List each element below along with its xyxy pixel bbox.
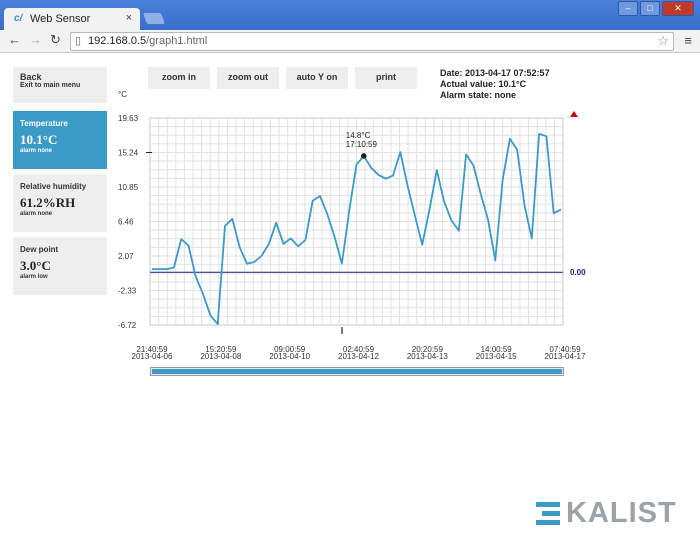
- tab-close-icon[interactable]: ×: [125, 12, 132, 24]
- sensor-name: Temperature: [20, 119, 68, 128]
- sensor-value: 61.2%RH: [20, 195, 76, 210]
- back-button[interactable]: Back Exit to main menu: [13, 67, 107, 103]
- x-tick-time: 07:40:59: [549, 345, 581, 354]
- x-tick-date: 2013-04-06: [132, 352, 173, 361]
- back-sublabel: Exit to main menu: [20, 82, 81, 89]
- y-tick-label: 19.63: [118, 114, 139, 123]
- x-tick-time: 21:40:59: [136, 345, 168, 354]
- url-host: 192.168.0.5: [88, 35, 147, 47]
- threshold-label: 0.00: [570, 268, 586, 277]
- window-controls: – □ ✕: [618, 1, 694, 16]
- x-tick-date: 2013-04-15: [476, 352, 517, 361]
- status-alarm-state: Alarm state: none: [440, 90, 517, 100]
- x-tick-time: 14:00:59: [481, 345, 513, 354]
- sensor-value: 10.1°C: [20, 132, 58, 147]
- back-arrow-icon[interactable]: ←: [8, 32, 21, 47]
- chart-scrollbar[interactable]: [150, 367, 564, 376]
- status-date: Date: 2013-04-17 07:52:57: [440, 68, 550, 78]
- x-tick-date: 2013-04-08: [200, 352, 241, 361]
- logo-mark-icon: [536, 502, 560, 525]
- alarm-limit-marker-icon: [570, 111, 578, 117]
- x-tick-date: 2013-04-12: [338, 352, 379, 361]
- browser-titlebar: c/ Web Sensor × – □ ✕: [0, 0, 700, 30]
- sensor-dew-point[interactable]: Dew point 3.0°C alarm low: [13, 237, 107, 295]
- x-tick-time: 02:40:59: [343, 345, 375, 354]
- x-tick-time: 20:20:59: [412, 345, 444, 354]
- plot-area: [149, 117, 564, 326]
- sensor-name: Relative humidity: [20, 182, 87, 191]
- page-icon: ▯: [75, 35, 82, 47]
- y-tick-label: 15.24: [118, 149, 139, 158]
- forward-arrow-icon[interactable]: →: [29, 32, 42, 47]
- marker-time-label: 17:10:59: [346, 140, 378, 149]
- sensor-relative-humidity[interactable]: Relative humidity 61.2%RH alarm none: [13, 174, 107, 232]
- sensor-temperature[interactable]: Temperature 10.1°C alarm none: [13, 111, 107, 169]
- x-tick-date: 2013-04-17: [545, 352, 586, 361]
- browser-toolbar: ← → ↻ ▯ 192.168.0.5/graph1.html ☆ ≡: [0, 30, 700, 53]
- close-window-icon[interactable]: ✕: [662, 1, 694, 16]
- x-tick-time: 09:00:59: [274, 345, 306, 354]
- address-bar[interactable]: ▯ 192.168.0.5/graph1.html ☆: [70, 32, 674, 51]
- x-tick-date: 2013-04-13: [407, 352, 448, 361]
- print-button[interactable]: print: [355, 67, 417, 89]
- back-label: Back: [20, 72, 42, 82]
- bookmark-star-icon[interactable]: ☆: [657, 33, 669, 48]
- status-actual-value: Actual value: 10.1°C: [440, 79, 527, 89]
- y-tick-label: 6.46: [118, 218, 134, 227]
- y-tick-label: 10.85: [118, 183, 139, 192]
- sensor-alarm: alarm none: [20, 211, 53, 217]
- temperature-series-line: [152, 132, 562, 326]
- x-tick-date: 2013-04-10: [269, 352, 310, 361]
- browser-menu-icon[interactable]: ≡: [684, 33, 692, 48]
- logo-text: KALIST: [566, 497, 677, 529]
- browser-tab[interactable]: c/ Web Sensor ×: [4, 8, 140, 30]
- url-path: /graph1.html: [146, 35, 208, 47]
- y-tick-label: -6.72: [118, 321, 137, 330]
- reload-icon[interactable]: ↻: [50, 32, 61, 47]
- sensor-alarm: alarm none: [20, 148, 53, 154]
- maximize-icon[interactable]: □: [640, 1, 660, 16]
- auto-y-button[interactable]: auto Y on: [286, 67, 348, 89]
- x-tick-time: 15:20:59: [205, 345, 237, 354]
- sensor-alarm: alarm low: [20, 274, 48, 280]
- scrollbar-thumb[interactable]: [152, 369, 562, 374]
- site-favicon-icon: c/: [14, 13, 23, 24]
- tab-title: Web Sensor: [30, 13, 91, 25]
- zoom-out-button[interactable]: zoom out: [217, 67, 279, 89]
- zoom-in-button[interactable]: zoom in: [148, 67, 210, 89]
- sensor-name: Dew point: [20, 245, 59, 254]
- y-tick-label: 2.07: [118, 252, 134, 261]
- y-axis-unit: °C: [118, 90, 127, 99]
- marker-value-label: 14.8°C: [346, 131, 371, 140]
- data-marker-point: [361, 153, 367, 159]
- sensor-value: 3.0°C: [20, 258, 51, 273]
- url-text: 192.168.0.5/graph1.html: [88, 33, 207, 50]
- y-tick-label: -2.33: [118, 287, 137, 296]
- new-tab-button[interactable]: [142, 13, 166, 24]
- minimize-icon[interactable]: –: [618, 1, 638, 16]
